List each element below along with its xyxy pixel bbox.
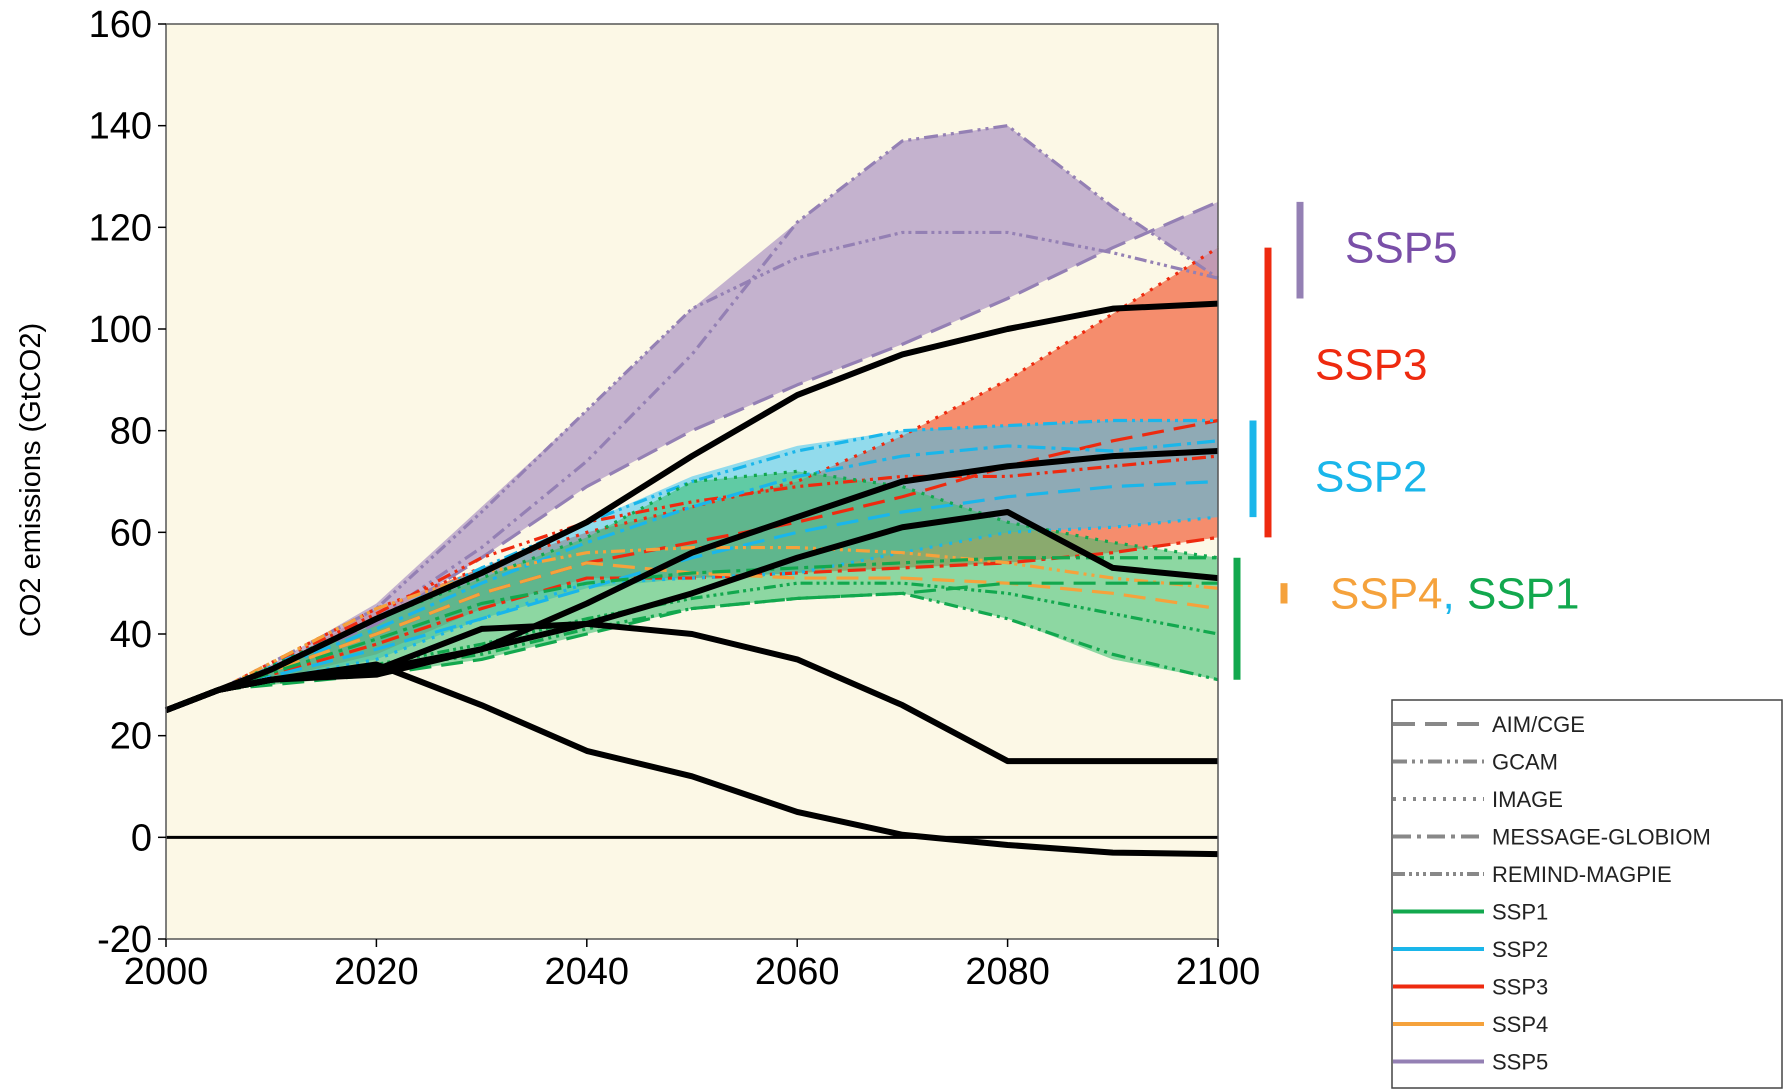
x-tick-label: 2100 xyxy=(1176,951,1261,993)
series-ssp1-remind-magpie xyxy=(218,581,1219,692)
series-ssp5-aim-cge xyxy=(217,200,1219,692)
y-axis-label: CO2 emissions (GtCO2) xyxy=(15,323,47,637)
legend-box xyxy=(1391,699,1783,1089)
legend-label: SSP5 xyxy=(1492,1050,1548,1075)
series-ssp1-image xyxy=(217,469,1219,692)
series-ssp2-aim-cge xyxy=(218,479,1219,692)
reference-pathway-3 xyxy=(164,509,1219,714)
y-tick-label: 160 xyxy=(89,4,152,46)
series-ssp3-gcam xyxy=(217,454,1219,692)
series-ssp4-gcam xyxy=(217,545,1219,692)
ssp-label: SSP4, SSP1 xyxy=(1330,569,1579,618)
y-tick-label: 60 xyxy=(110,512,152,554)
x-tick-label: 2060 xyxy=(755,951,840,993)
y-tick-label: 100 xyxy=(89,309,152,351)
legend-label: SSP1 xyxy=(1492,900,1548,925)
x-tick-label: 2040 xyxy=(545,951,630,993)
legend-label: AIM/CGE xyxy=(1492,712,1585,737)
y-tick-label: -20 xyxy=(97,919,152,961)
series-ssp5-gcam xyxy=(217,124,1219,692)
legend-label: SSP3 xyxy=(1492,975,1548,1000)
series-ssp5-remind-magpie xyxy=(217,230,1219,692)
legend-label: IMAGE xyxy=(1492,787,1563,812)
x-tick-labels: 2000 2020 2040 2060 2080 2100 xyxy=(124,951,1261,993)
x-tick-label: 2020 xyxy=(334,951,419,993)
y-tick-label: 40 xyxy=(110,614,152,656)
band-ssp5 xyxy=(218,125,1219,690)
y-tick-label: 0 xyxy=(131,817,152,859)
ssp-range-bars xyxy=(1233,201,1304,680)
y-tick-label: 120 xyxy=(89,207,152,249)
ssp-labels: SSP5 SSP3 SSP2 SSP4, SSP1 xyxy=(1315,224,1579,619)
series-ssp1-aim-cge xyxy=(218,581,1218,692)
legend-label: MESSAGE-GLOBIOM xyxy=(1492,825,1711,850)
y-tick-label: 20 xyxy=(110,716,152,758)
ssp-label: SSP5 xyxy=(1345,224,1458,273)
ssp-label: SSP2 xyxy=(1315,452,1428,501)
x-tick-label: 2000 xyxy=(124,951,209,993)
legend: AIM/CGE GCAM IMAGE MESSAGE-GLOBIOM REMIND-MA… xyxy=(1391,699,1783,1089)
legend-label: REMIND-MAGPIE xyxy=(1492,862,1672,887)
legend-label: SSP4 xyxy=(1492,1012,1548,1037)
legend-label: GCAM xyxy=(1492,750,1558,775)
x-tick-label: 2080 xyxy=(965,951,1050,993)
y-tick-label: 80 xyxy=(110,411,152,453)
y-tick-label: 140 xyxy=(89,106,152,148)
plot-frame xyxy=(165,23,1219,940)
reference-pathway-4 xyxy=(164,300,1219,714)
axes xyxy=(158,23,1219,947)
y-tick-labels: -20 0 20 40 60 80 100 120 140 160 xyxy=(89,4,152,961)
reference-pathways xyxy=(164,300,1219,858)
ssp-label: SSP3 xyxy=(1315,341,1428,390)
series-ssp1-message-globiom xyxy=(218,556,1218,692)
legend-label: SSP2 xyxy=(1492,937,1548,962)
